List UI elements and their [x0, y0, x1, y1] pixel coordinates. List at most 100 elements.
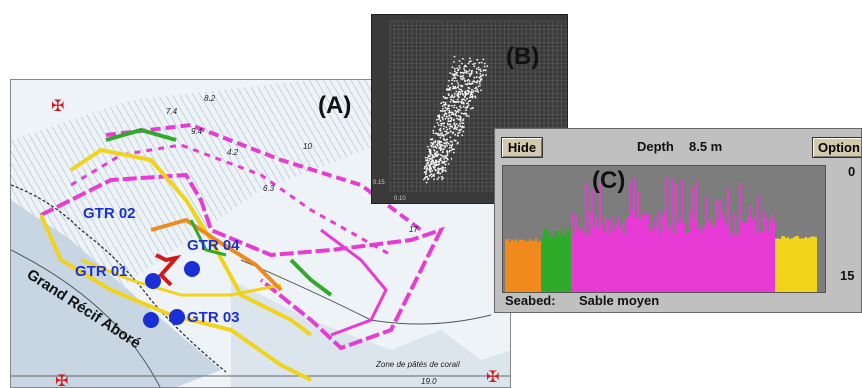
echogram-bar	[553, 237, 555, 292]
scatter-point	[454, 112, 457, 115]
echogram-bar	[669, 226, 671, 292]
echogram-bar	[677, 223, 679, 292]
scatter-point	[439, 133, 442, 135]
scatter-point	[443, 125, 445, 128]
scatter-point	[439, 120, 442, 122]
scatter-point	[464, 112, 466, 115]
echo-target	[579, 228, 581, 231]
axis-label: 0.15	[373, 180, 385, 186]
echogram-bar	[777, 238, 779, 292]
scatter-point	[448, 104, 451, 107]
echogram-bar	[641, 213, 643, 292]
scatter-point	[473, 65, 476, 68]
survey-track-red	[155, 253, 182, 287]
echogram-bar	[537, 241, 539, 292]
scatter-point	[438, 146, 441, 149]
scatter-point	[468, 100, 470, 103]
depth-value: 8.5 m	[689, 139, 723, 154]
scatter-point	[451, 148, 454, 151]
echogram-bar	[801, 238, 803, 292]
scatter-point	[460, 88, 462, 91]
scatter-point	[466, 90, 469, 92]
scatter-panel: (B) 0.15 0.10	[371, 14, 568, 204]
echogram-bar	[759, 231, 761, 292]
scatter-point	[467, 62, 470, 65]
scatter-point	[470, 60, 472, 62]
scatter-point	[482, 74, 484, 76]
hide-button[interactable]: Hide	[501, 137, 543, 158]
scatter-point	[462, 76, 464, 79]
station-dot[interactable]	[169, 309, 185, 325]
echogram-bar	[517, 241, 519, 292]
echogram-bar	[515, 239, 517, 292]
echogram-bar	[651, 228, 653, 292]
scatter-point	[446, 151, 448, 153]
scatter-point	[462, 74, 464, 77]
depth-sounding: 19.0	[421, 377, 437, 386]
scatter-point	[425, 170, 428, 173]
echogram-bar	[645, 212, 647, 292]
echogram-bar	[755, 233, 757, 292]
scatter-point	[442, 110, 445, 112]
scatter-point	[428, 164, 431, 167]
echogram-bar	[815, 237, 817, 292]
echogram-bar	[765, 218, 767, 292]
scatter-point	[428, 155, 431, 158]
survey-track-magenta	[70, 143, 392, 257]
panel-b-label: (B)	[506, 43, 540, 70]
echogram-bar	[615, 223, 617, 292]
scatter-point	[459, 116, 462, 119]
scatter-point	[445, 130, 448, 133]
station-dot[interactable]	[143, 312, 159, 328]
echogram-bar	[789, 238, 791, 292]
echo-target	[773, 216, 775, 219]
scatter-point	[479, 78, 482, 81]
echo-target	[673, 229, 675, 231]
scatter-point	[432, 161, 434, 164]
echogram-bar	[797, 236, 799, 292]
scatter-point	[457, 91, 460, 93]
scatter-point	[436, 118, 438, 121]
scatter-point	[478, 68, 480, 71]
echogram-bar	[591, 188, 593, 292]
scatter-point	[444, 103, 447, 106]
echogram-bar	[727, 188, 729, 292]
scatter-point	[449, 100, 452, 103]
echogram-bar	[809, 237, 811, 292]
echogram-screen	[502, 165, 826, 293]
echogram-bar	[781, 236, 783, 292]
scatter-point	[467, 92, 469, 95]
scatter-point	[446, 132, 448, 135]
scatter-point	[451, 132, 454, 134]
scatter-point	[433, 178, 435, 181]
scatter-point	[458, 131, 461, 134]
station-dot[interactable]	[145, 273, 161, 289]
scatter-point	[449, 123, 452, 126]
scatter-point	[438, 134, 441, 136]
scatter-point	[447, 163, 450, 165]
scatter-point	[444, 157, 447, 159]
survey-track-yellow	[80, 258, 282, 297]
scatter-point	[451, 143, 454, 146]
depth-sounding: 6.3	[263, 184, 275, 193]
scatter-point	[458, 129, 461, 131]
echo-target	[663, 204, 665, 207]
echo-target	[709, 215, 711, 217]
echogram-bar	[637, 192, 639, 292]
echogram-bar	[519, 239, 521, 292]
scatter-point	[475, 76, 478, 79]
scatter-point	[429, 168, 431, 171]
scatter-point	[437, 140, 439, 143]
echo-target	[765, 215, 767, 217]
option-button[interactable]: Option	[812, 137, 861, 158]
station-dot[interactable]	[184, 261, 200, 277]
scatter-point	[429, 153, 432, 156]
echogram-bar	[567, 229, 569, 292]
scatter-point	[480, 61, 483, 64]
echogram-bar	[713, 227, 715, 292]
echogram-bar	[793, 237, 795, 292]
scatter-point	[440, 124, 443, 127]
echo-target	[669, 219, 671, 222]
scatter-point	[423, 178, 425, 181]
scatter-plot	[389, 20, 567, 192]
